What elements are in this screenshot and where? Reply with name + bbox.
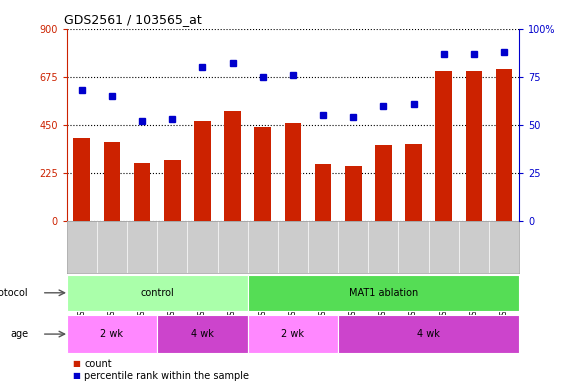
FancyBboxPatch shape	[67, 315, 157, 353]
Bar	[134, 163, 150, 221]
FancyBboxPatch shape	[248, 275, 519, 311]
Text: 2 wk: 2 wk	[281, 329, 305, 339]
Text: control: control	[140, 288, 174, 298]
Bar	[466, 71, 482, 221]
FancyBboxPatch shape	[157, 315, 248, 353]
Bar	[104, 142, 120, 221]
Text: ■: ■	[72, 371, 81, 380]
Text: age: age	[10, 329, 28, 339]
Text: ■: ■	[72, 359, 81, 368]
Bar	[496, 70, 512, 221]
Text: GDS2561 / 103565_at: GDS2561 / 103565_at	[64, 13, 202, 26]
Bar	[375, 145, 392, 221]
Text: 4 wk: 4 wk	[191, 329, 214, 339]
Bar	[194, 121, 211, 221]
Bar	[315, 164, 331, 221]
Bar	[164, 160, 180, 221]
Text: percentile rank within the sample: percentile rank within the sample	[84, 371, 249, 381]
Bar	[345, 166, 361, 221]
Bar	[255, 127, 271, 221]
Bar	[224, 111, 241, 221]
Text: 2 wk: 2 wk	[100, 329, 124, 339]
Bar	[74, 137, 90, 221]
Text: 4 wk: 4 wk	[417, 329, 440, 339]
Bar	[405, 144, 422, 221]
Text: protocol: protocol	[0, 288, 28, 298]
FancyBboxPatch shape	[338, 315, 519, 353]
FancyBboxPatch shape	[67, 275, 248, 311]
FancyBboxPatch shape	[248, 315, 338, 353]
Bar	[285, 122, 301, 221]
Text: MAT1 ablation: MAT1 ablation	[349, 288, 418, 298]
Bar	[436, 71, 452, 221]
Text: count: count	[84, 359, 112, 369]
